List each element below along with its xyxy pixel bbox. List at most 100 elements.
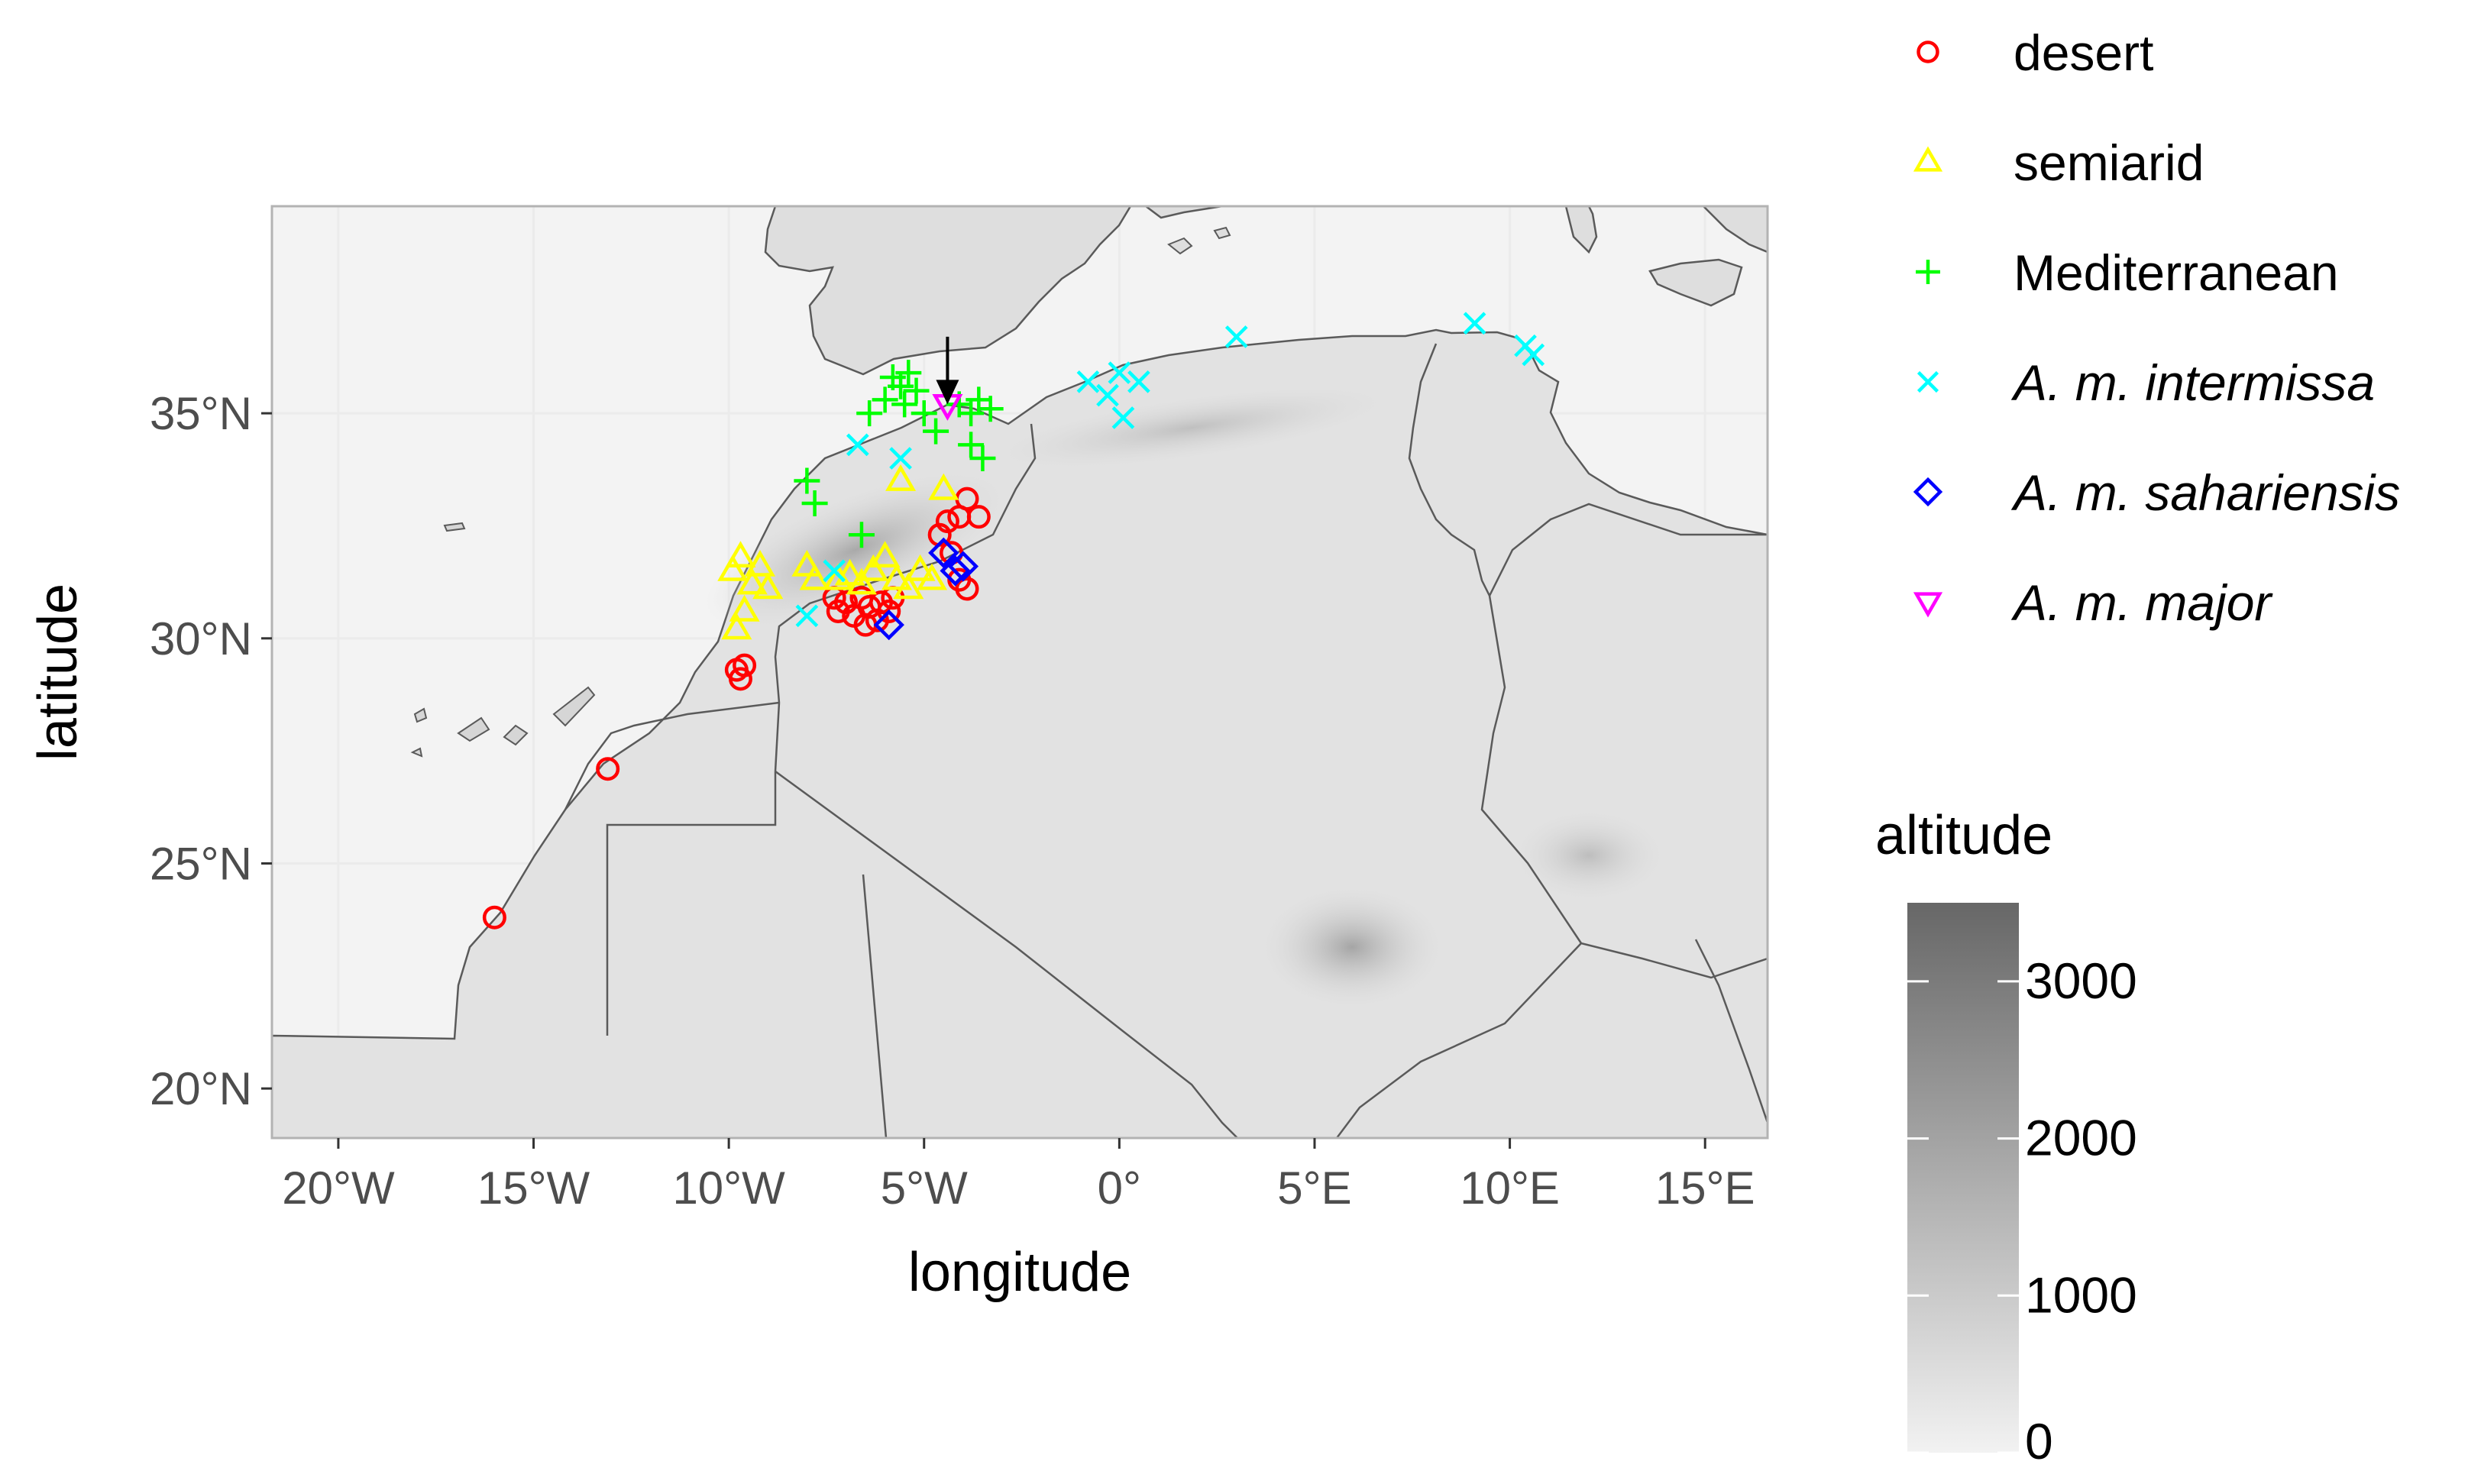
occurrence-point-mediterranean bbox=[895, 360, 922, 386]
occurrence-point-semiarid bbox=[799, 563, 830, 590]
occurrence-point-mediterranean bbox=[958, 400, 985, 427]
legend-label-major: A. m. major bbox=[2010, 574, 2273, 631]
occurrence-point-desert bbox=[955, 577, 979, 601]
occurrence-point-intermissa bbox=[1127, 370, 1150, 393]
border-mauritania-algeria bbox=[606, 771, 777, 1036]
border-algeria-libya bbox=[1480, 595, 1583, 944]
legend-key-semiarid bbox=[1913, 146, 1943, 172]
colorbar-tick-label: 0 bbox=[2025, 1413, 2053, 1469]
x-tick-label: 20°W bbox=[282, 1162, 395, 1214]
occurrence-point-desert bbox=[877, 599, 901, 623]
land-sicily bbox=[1648, 258, 1743, 307]
land-canary-5 bbox=[410, 747, 423, 758]
occurrence-point-intermissa bbox=[1224, 325, 1248, 348]
y-tick-label: 30°N bbox=[150, 613, 252, 664]
occurrence-point-sahariensis bbox=[940, 555, 971, 587]
occurrence-point-intermissa bbox=[1111, 406, 1135, 429]
occurrence-point-desert bbox=[728, 667, 752, 691]
x-tick-label: 15°E bbox=[1655, 1162, 1755, 1214]
border-mali-inner bbox=[862, 874, 888, 1138]
occurrence-point-semiarid bbox=[846, 567, 877, 595]
occurrence-point-desert bbox=[482, 905, 506, 930]
country-borders bbox=[564, 343, 1768, 1138]
legend-label-semiarid: semiarid bbox=[2014, 134, 2204, 191]
legend-key-sahariensis bbox=[1913, 477, 1943, 507]
occurrence-point-semiarid bbox=[736, 567, 768, 595]
occurrence-point-mediterranean bbox=[856, 400, 883, 427]
y-axis-title: latitude bbox=[27, 584, 89, 761]
x-axis-title: longitude bbox=[908, 1242, 1131, 1303]
map-panel bbox=[270, 205, 1769, 1140]
occurrence-point-intermissa bbox=[1096, 383, 1119, 407]
occurrence-point-mediterranean bbox=[848, 522, 875, 548]
occurrence-points bbox=[482, 312, 1545, 930]
legend-key-intermissa bbox=[1917, 370, 1939, 393]
arrow-head bbox=[936, 380, 959, 405]
legend-key-major bbox=[1913, 592, 1943, 618]
occurrence-point-intermissa bbox=[889, 447, 912, 470]
occurrence-point-semiarid bbox=[885, 464, 917, 491]
border-western-sahara-north bbox=[564, 701, 780, 810]
land-canary-3 bbox=[552, 686, 596, 727]
altitude-colorbar bbox=[1907, 903, 2019, 1453]
occurrence-point-mediterranean bbox=[958, 432, 985, 458]
colorbar-tick-label: 1000 bbox=[2025, 1266, 2137, 1323]
legend-label-mediterranean: Mediterranean bbox=[2014, 244, 2339, 301]
y-tick-label: 35°N bbox=[150, 388, 252, 439]
occurrence-point-desert bbox=[966, 505, 991, 529]
x-tick-label: 5°E bbox=[1277, 1162, 1351, 1214]
occurrence-point-mediterranean bbox=[872, 386, 898, 413]
relief-atlas bbox=[705, 472, 1006, 628]
occurrence-point-intermissa bbox=[1076, 370, 1100, 393]
relief-tell bbox=[995, 386, 1389, 469]
panel-frame bbox=[270, 205, 1769, 1140]
basemap bbox=[272, 206, 1768, 1138]
y-axis: 20°N 25°N 30°N 35°N bbox=[150, 388, 272, 1114]
legend-label-desert: desert bbox=[2014, 24, 2153, 81]
occurrence-point-intermissa bbox=[846, 433, 869, 457]
x-tick-label: 5°W bbox=[881, 1162, 968, 1214]
x-tick-label: 10°E bbox=[1460, 1162, 1560, 1214]
occurrence-point-semiarid bbox=[869, 541, 901, 568]
occurrence-point-semiarid bbox=[904, 554, 936, 581]
occurrence-point-mediterranean bbox=[794, 467, 820, 494]
land-italy-mainland bbox=[1702, 206, 1768, 254]
colorbar-tick-label: 3000 bbox=[2025, 952, 2137, 1009]
occurrence-point-semiarid bbox=[893, 572, 924, 600]
border-tunisia-coast bbox=[1488, 503, 1768, 597]
occurrence-point-desert bbox=[733, 653, 757, 677]
altitude-legend: altitude 0 1000 2000 3000 bbox=[1875, 805, 2137, 1469]
occurrence-point-semiarid bbox=[752, 572, 784, 600]
occurrence-point-mediterranean bbox=[969, 445, 996, 472]
occurrence-point-semiarid bbox=[916, 563, 948, 590]
occurrence-point-intermissa bbox=[823, 559, 846, 583]
land-iberia bbox=[764, 206, 1132, 376]
relief-tassili bbox=[1512, 810, 1665, 901]
occurrence-point-mediterranean bbox=[801, 490, 828, 516]
legend-label-sahariensis: A. m. sahariensis bbox=[2010, 464, 2400, 521]
occurrence-point-mediterranean bbox=[923, 418, 949, 445]
occurrence-point-desert bbox=[596, 757, 620, 781]
land-balearic-2 bbox=[1213, 226, 1231, 240]
y-tick-label: 25°N bbox=[150, 838, 252, 889]
relief-hoggar bbox=[1260, 886, 1444, 1008]
occurrence-point-semiarid bbox=[717, 554, 749, 581]
land-madeira bbox=[443, 522, 466, 532]
occurrence-point-intermissa bbox=[1108, 361, 1131, 384]
occurrence-point-semiarid bbox=[823, 563, 854, 590]
highlight-arrow bbox=[936, 336, 959, 405]
occurrence-point-semiarid bbox=[791, 549, 823, 577]
occurrence-point-semiarid bbox=[721, 613, 752, 640]
occurrence-point-semiarid bbox=[725, 541, 756, 568]
land-canary-4 bbox=[413, 707, 428, 723]
colorbar-tick-label: 2000 bbox=[2025, 1110, 2137, 1166]
occurrence-point-semiarid bbox=[928, 473, 959, 500]
border-algeria-mali bbox=[775, 770, 1238, 1138]
occurrence-point-sahariensis bbox=[947, 551, 979, 582]
occurrence-point-intermissa bbox=[795, 604, 819, 628]
legend-key-desert bbox=[1917, 40, 1939, 63]
occurrence-point-intermissa bbox=[1522, 343, 1545, 367]
occurrence-point-sahariensis bbox=[928, 537, 959, 568]
y-tick-label: 20°N bbox=[150, 1063, 252, 1114]
